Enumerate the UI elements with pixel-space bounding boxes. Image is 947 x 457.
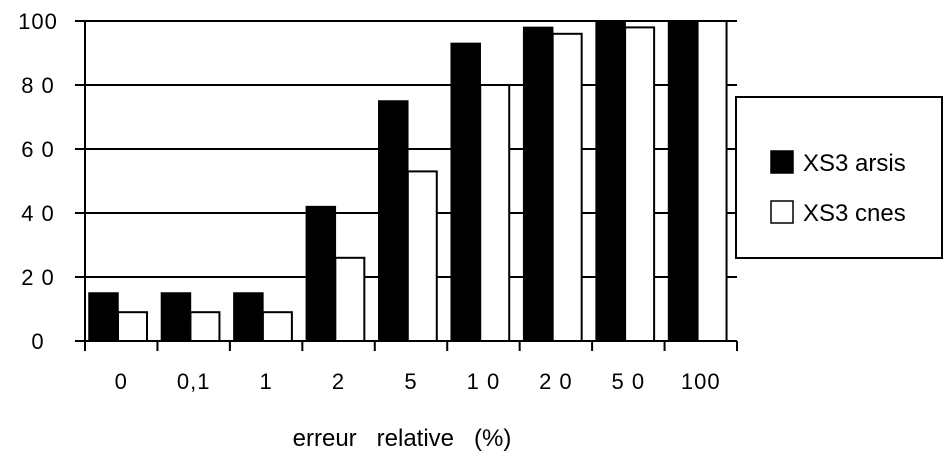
axes — [75, 20, 738, 351]
legend-swatch-xs3-arsis — [770, 150, 794, 174]
y-tick-label: 4 0 — [21, 201, 55, 226]
y-tick-label: 8 0 — [21, 73, 55, 98]
legend-label-xs3-cnes: XS3 cnes — [803, 200, 906, 227]
bar-xs3-arsis — [667, 20, 699, 342]
x-tick-label: 1 0 — [467, 369, 501, 394]
bar-xs3-cnes — [479, 84, 511, 342]
bar-xs3-cnes — [334, 256, 366, 342]
x-axis-title: erreur relative (%) — [293, 425, 512, 452]
bar-xs3-cnes — [406, 170, 438, 342]
x-tick-label: 2 — [332, 369, 345, 394]
bar-xs3-arsis — [595, 20, 626, 342]
x-tick-label: 2 0 — [539, 369, 573, 394]
legend-box — [735, 96, 943, 259]
bar-xs3-arsis — [305, 205, 337, 342]
bar-xs3-cnes — [117, 311, 148, 343]
bar-xs3-cnes — [696, 20, 728, 342]
y-tick-label: 0 — [31, 329, 44, 354]
bar-xs3-cnes — [189, 311, 221, 343]
y-tick-label: 6 0 — [21, 137, 55, 162]
bars — [88, 20, 728, 343]
legend: XS3 arsis XS3 cnes — [735, 96, 943, 259]
bar-xs3-arsis — [160, 292, 192, 342]
x-tick-label: 1 — [259, 369, 272, 394]
bar-xs3-cnes — [551, 32, 583, 343]
bar-xs3-cnes — [261, 311, 293, 343]
legend-label-xs3-arsis: XS3 arsis — [803, 150, 906, 177]
y-tick-label: 100 — [18, 9, 58, 34]
x-tick-label: 5 0 — [612, 369, 646, 394]
tick-labels: 0 2 0 4 0 6 0 8 0 100 0 0,1 1 2 5 1 0 2 0 5 0 100 — [18, 9, 721, 394]
bar-xs3-arsis — [233, 292, 264, 342]
bar-xs3-arsis — [450, 42, 481, 342]
bar-xs3-arsis — [88, 292, 119, 342]
x-tick-label: 100 — [681, 369, 721, 394]
bar-xs3-arsis — [378, 100, 409, 342]
bar-xs3-arsis — [522, 26, 554, 342]
x-tick-label: 0,1 — [177, 369, 211, 394]
legend-swatch-xs3-cnes — [770, 200, 794, 224]
bar-xs3-cnes — [624, 26, 656, 343]
x-tick-label: 5 — [404, 369, 417, 394]
y-tick-label: 2 0 — [21, 265, 55, 290]
x-tick-label: 0 — [115, 369, 128, 394]
